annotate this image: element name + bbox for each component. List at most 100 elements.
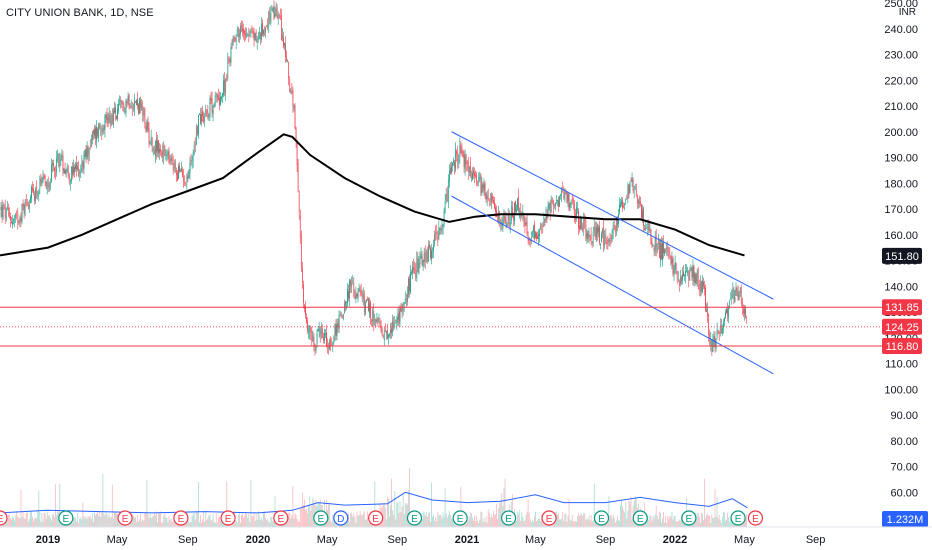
volume-bar — [582, 515, 584, 527]
earnings-marker[interactable]: E — [501, 510, 517, 526]
earnings-marker[interactable]: E — [541, 510, 557, 526]
candle-body — [410, 272, 411, 293]
volume-bar — [699, 522, 701, 527]
candle-body — [382, 337, 384, 339]
candle-body — [253, 30, 255, 40]
candle — [500, 219, 502, 232]
candle-body — [738, 293, 740, 300]
candle-body — [205, 109, 207, 117]
candle-body — [543, 217, 545, 226]
candle — [0, 202, 2, 218]
candle-body — [615, 220, 617, 233]
earnings-marker[interactable]: E — [452, 510, 468, 526]
candle — [304, 303, 305, 313]
candle-body — [372, 310, 374, 321]
volume-bar — [714, 488, 716, 527]
volume-bar — [649, 515, 651, 527]
volume-bar — [95, 515, 96, 527]
candle-body — [295, 127, 297, 143]
earnings-marker[interactable]: E — [632, 510, 648, 526]
candle — [719, 318, 721, 337]
candle — [193, 141, 195, 156]
candle-body — [312, 336, 314, 341]
volume-bar — [666, 522, 668, 527]
volume-bar — [400, 512, 402, 527]
candle-body — [493, 199, 494, 203]
earnings-marker[interactable]: E — [220, 510, 236, 526]
earnings-marker[interactable]: E — [747, 510, 764, 526]
volume-bar — [208, 515, 210, 527]
volume-bar — [367, 511, 368, 527]
candle-body — [449, 170, 450, 182]
candle — [291, 83, 293, 95]
candle-body — [412, 267, 413, 273]
candle-body — [105, 114, 107, 118]
earnings-marker[interactable]: E — [730, 510, 746, 526]
earnings-marker[interactable]: E — [406, 510, 423, 526]
candle-body — [384, 329, 386, 333]
earnings-marker[interactable]: E — [681, 510, 697, 526]
volume-bar — [500, 499, 502, 527]
candle-body — [494, 202, 495, 209]
volume-bar — [630, 496, 632, 527]
earnings-marker[interactable]: E — [58, 510, 74, 526]
volume-bar — [271, 517, 273, 527]
candle — [188, 168, 190, 179]
candle-body — [347, 289, 348, 304]
candle — [690, 264, 692, 272]
earnings-marker[interactable]: E — [313, 510, 329, 526]
candle-body — [216, 93, 218, 98]
candle-body — [554, 205, 555, 206]
earnings-marker[interactable]: E — [593, 510, 610, 526]
candle-body — [291, 90, 293, 93]
volume-bar — [705, 518, 706, 527]
candle-body — [563, 192, 565, 198]
candle-body — [102, 127, 104, 132]
candle-body — [77, 165, 78, 171]
candle — [391, 322, 392, 339]
earnings-marker[interactable]: E — [368, 510, 384, 526]
candle-body — [561, 189, 563, 196]
volume-bar — [12, 516, 13, 527]
candle-body — [266, 25, 267, 27]
candle — [197, 125, 198, 137]
volume-bar — [89, 515, 91, 527]
volume-bar — [460, 486, 462, 527]
candle-body — [163, 145, 165, 160]
earnings-marker[interactable]: E — [117, 510, 133, 526]
candle-body — [665, 250, 666, 253]
time-tick-label: Sep — [596, 534, 616, 546]
volume-bar — [206, 520, 208, 527]
candle — [494, 196, 495, 210]
candle-body — [156, 138, 157, 153]
candle — [525, 217, 527, 226]
candle — [311, 326, 313, 346]
earnings-marker[interactable]: E — [0, 510, 8, 526]
channel-lower-line[interactable] — [451, 195, 774, 375]
volume-bar — [166, 517, 168, 527]
price-label: 124.25 — [882, 318, 922, 335]
dividend-marker[interactable]: D — [333, 510, 349, 526]
candle-body — [142, 105, 144, 116]
candle-body — [394, 322, 396, 327]
earnings-marker[interactable]: E — [173, 510, 189, 526]
candle-body — [692, 265, 694, 278]
volume-bar — [30, 512, 31, 527]
event-letter: D — [337, 514, 344, 525]
volume-bar — [497, 519, 499, 527]
candle — [417, 251, 419, 273]
volume-bar — [451, 518, 452, 527]
channel-upper-line[interactable] — [451, 131, 774, 300]
candle-body — [220, 96, 221, 106]
volume-bar — [74, 517, 75, 527]
volume-bar — [578, 513, 579, 527]
volume-bar — [47, 515, 49, 527]
candle-body — [114, 108, 115, 113]
candle — [689, 267, 691, 282]
candle-body — [610, 242, 612, 243]
candle-body — [306, 317, 307, 323]
candle-body — [694, 273, 696, 284]
earnings-marker[interactable]: E — [273, 510, 289, 526]
